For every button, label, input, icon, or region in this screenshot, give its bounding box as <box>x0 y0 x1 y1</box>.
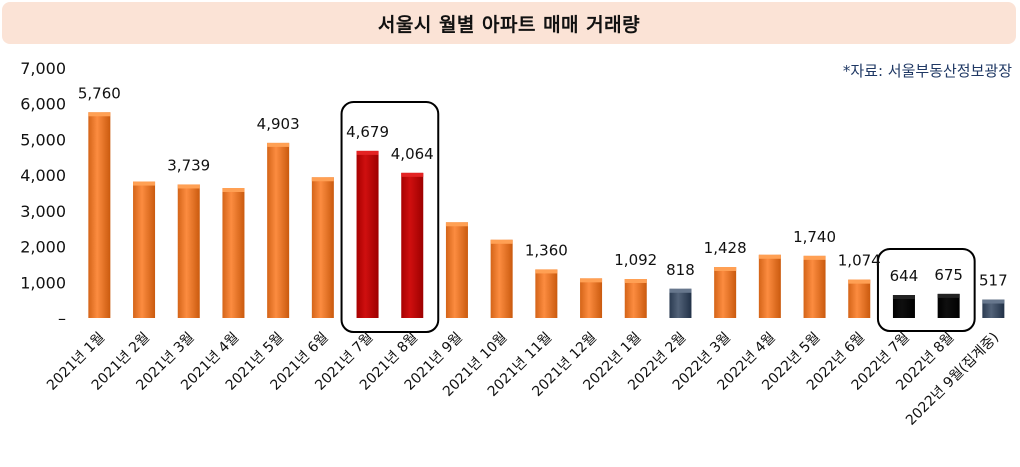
bar <box>401 172 424 318</box>
bar-cap <box>133 181 156 186</box>
bar-group <box>669 288 692 318</box>
bar-cap <box>669 288 692 293</box>
bar <box>267 142 290 318</box>
bar-group <box>937 293 960 318</box>
bar-cap <box>490 239 513 244</box>
bar <box>311 177 334 318</box>
bar-cap <box>848 279 871 284</box>
y-tick-label: 3,000 <box>20 202 66 221</box>
bar-cap <box>445 222 468 227</box>
data-label: 1,360 <box>525 241 568 259</box>
bar-group <box>356 150 379 318</box>
bar-group <box>714 267 737 318</box>
bar-group <box>88 112 111 319</box>
bar-cap <box>580 278 603 283</box>
data-label: 517 <box>979 272 1008 290</box>
data-label: 4,064 <box>391 145 434 163</box>
bar-group <box>490 239 513 318</box>
data-label: 4,679 <box>346 123 389 141</box>
bar <box>88 112 111 319</box>
bar-group <box>848 279 871 318</box>
bar-cap <box>356 150 379 155</box>
bar <box>714 267 737 318</box>
bar-cap <box>624 279 647 283</box>
bar <box>445 222 468 318</box>
bar <box>356 150 379 318</box>
bar <box>133 181 156 318</box>
bar-group <box>803 255 826 318</box>
chart-title-bar: 서울시 월별 아파트 매매 거래량 <box>2 2 1016 44</box>
data-label: 4,903 <box>257 115 300 133</box>
bar-cap <box>311 177 334 182</box>
data-label: 1,428 <box>704 239 747 257</box>
highlight-box <box>340 101 440 333</box>
y-tick-label: 6,000 <box>20 95 66 114</box>
data-label: 3,739 <box>167 156 210 174</box>
data-label: 675 <box>934 266 963 284</box>
bar <box>892 295 915 318</box>
bar-cap <box>758 254 781 259</box>
bar <box>982 299 1005 318</box>
bar-group <box>580 278 603 318</box>
bar-group <box>401 172 424 318</box>
y-tick-label: 1,000 <box>20 273 66 292</box>
data-label: 644 <box>890 267 919 285</box>
source-note: *자료: 서울부동산정보광장 <box>842 62 1012 80</box>
bar-cap <box>803 255 826 260</box>
bar-group <box>133 181 156 318</box>
y-tick-label: 7,000 <box>20 59 66 78</box>
data-label: 818 <box>666 261 695 279</box>
bar <box>803 255 826 318</box>
bar-cap <box>982 299 1005 304</box>
bar-group <box>892 295 915 318</box>
bar-group <box>267 142 290 318</box>
bar-group <box>311 177 334 318</box>
data-label: 5,760 <box>78 84 121 102</box>
y-tick-label: 5,000 <box>20 130 66 149</box>
y-tick-label: – <box>58 309 66 328</box>
highlight-box <box>876 248 976 332</box>
bar-group <box>535 269 558 318</box>
bar <box>490 239 513 318</box>
bar <box>222 188 245 318</box>
bar <box>177 184 200 318</box>
bar-cap <box>892 295 915 299</box>
bar <box>624 279 647 318</box>
bar-group <box>177 184 200 318</box>
bar-group <box>758 254 781 318</box>
bar-group <box>982 299 1005 318</box>
data-label: 1,074 <box>838 252 881 270</box>
bar <box>535 269 558 318</box>
data-label: 1,092 <box>614 251 657 269</box>
bar <box>848 279 871 318</box>
bar <box>758 254 781 318</box>
chart-title: 서울시 월별 아파트 매매 거래량 <box>377 13 641 36</box>
bar-cap <box>535 269 558 274</box>
bar-cap <box>88 112 111 117</box>
bar <box>937 293 960 318</box>
bar-group <box>624 279 647 318</box>
data-label: 1,740 <box>793 228 836 246</box>
bar-cap <box>937 293 960 298</box>
bar <box>669 288 692 318</box>
bar <box>580 278 603 318</box>
bar-group <box>222 188 245 318</box>
bar-group <box>445 222 468 318</box>
bar-cap <box>714 267 737 271</box>
y-tick-label: 2,000 <box>20 238 66 257</box>
bar-cap <box>222 188 245 192</box>
y-tick-label: 4,000 <box>20 166 66 185</box>
bar-cap <box>177 184 200 189</box>
bar-cap <box>267 142 290 147</box>
bar-cap <box>401 172 424 177</box>
